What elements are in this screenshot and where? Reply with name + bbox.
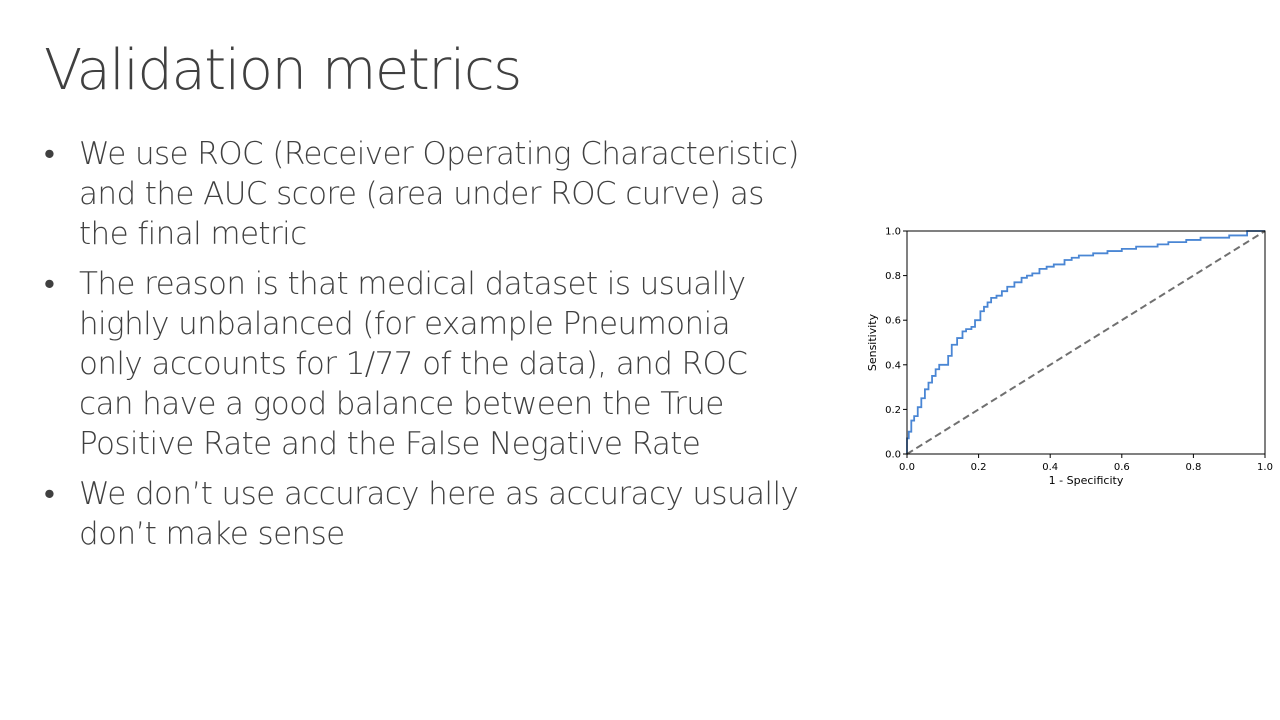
bullet-text-line: don’t make sense xyxy=(79,516,345,552)
y-tick-label: 0.2 xyxy=(885,405,901,416)
bullet-dot: • xyxy=(44,266,55,302)
y-tick-label: 0.4 xyxy=(885,360,901,371)
x-tick-label: 0.6 xyxy=(1114,462,1130,473)
bullet-text-line: highly unbalanced (for example Pneumonia xyxy=(79,306,731,342)
y-tick-label: 1.0 xyxy=(885,227,901,238)
x-tick-label: 1.0 xyxy=(1257,462,1273,473)
bullet-item: • The reason is that medical dataset is … xyxy=(44,264,834,464)
chance-diagonal-line xyxy=(906,230,1266,455)
x-tick-label: 0.4 xyxy=(1042,462,1058,473)
x-axis-label: 1 - Specificity xyxy=(1049,474,1124,487)
y-tick-label: 0.6 xyxy=(885,316,901,327)
plot-frame xyxy=(906,230,1266,455)
bullet-text-line: and the AUC score (area under ROC curve)… xyxy=(79,176,764,212)
slide-title: Validation metrics xyxy=(44,38,522,103)
chart-axes: 0.0 0.2 0.4 0.6 0.8 1.0 0.0 0.2 0.4 0.6 0.8 1.0 xyxy=(885,227,1273,474)
bullet-text-line: the final metric xyxy=(79,216,307,252)
roc-curve-line xyxy=(906,230,1265,454)
bullet-item: • We don’t use accuracy here as accuracy… xyxy=(44,474,834,554)
bullet-text-line: only accounts for 1/77 of the data), and… xyxy=(79,346,748,382)
roc-chart: 0.0 0.2 0.4 0.6 0.8 1.0 0.0 0.2 0.4 0.6 0.8 1.0 1 -… xyxy=(866,227,1273,488)
x-tick-label: 0.0 xyxy=(899,462,915,473)
y-axis-label: Sensitivity xyxy=(866,313,879,371)
bullet-text-line: can have a good balance between the True xyxy=(79,386,724,422)
x-tick-label: 0.8 xyxy=(1185,462,1201,473)
y-tick-label: 0.0 xyxy=(885,450,901,461)
bullet-text-line: Positive Rate and the False Negative Rat… xyxy=(79,426,701,462)
chart-series-group xyxy=(906,230,1266,455)
y-tick-label: 0.8 xyxy=(885,271,901,282)
bullet-text-line: We use ROC (Receiver Operating Character… xyxy=(79,136,799,172)
bullet-item: • We use ROC (Receiver Operating Charact… xyxy=(44,134,834,254)
bullet-text-line: The reason is that medical dataset is us… xyxy=(79,266,746,302)
bullet-dot: • xyxy=(44,136,55,172)
bullet-dot: • xyxy=(44,476,55,512)
bullet-list: • We use ROC (Receiver Operating Charact… xyxy=(44,134,834,564)
x-tick-label: 0.2 xyxy=(971,462,987,473)
bullet-text-line: We don’t use accuracy here as accuracy u… xyxy=(79,476,799,512)
